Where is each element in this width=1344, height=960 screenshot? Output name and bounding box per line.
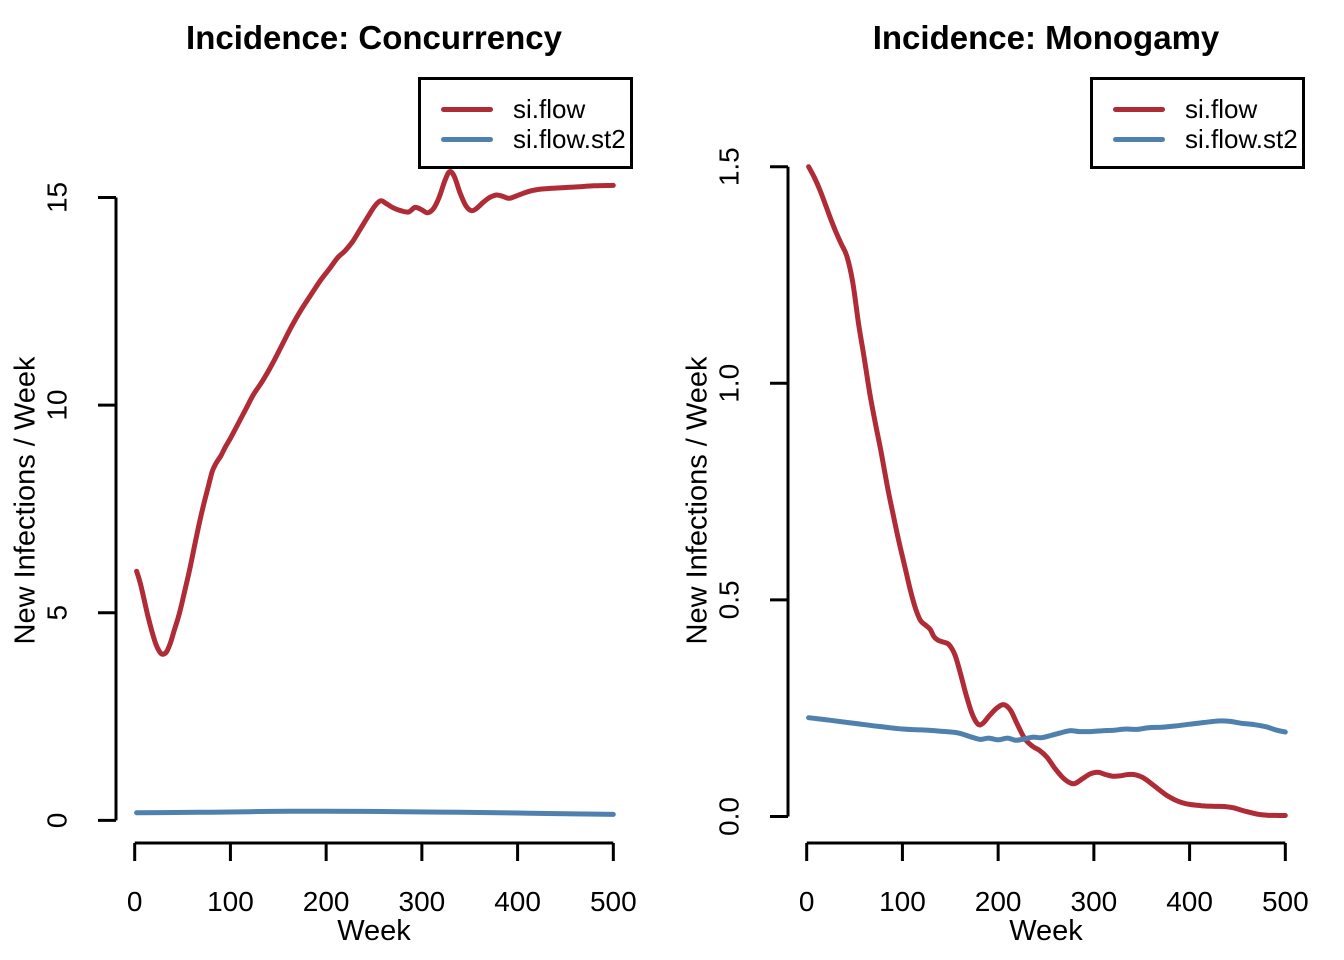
y-tick-label: 15 xyxy=(42,182,73,213)
x-tick-label: 200 xyxy=(303,886,350,917)
legend-label-si-flow-st2: si.flow.st2 xyxy=(513,124,626,154)
x-tick-label: 500 xyxy=(590,886,637,917)
panel-concurrency: 0 5 10 15 0 100 200 300 400 500 Incidence: Concur… xyxy=(9,19,637,947)
x-axis-title: Week xyxy=(337,914,411,947)
y-tick-label: 0 xyxy=(42,813,73,829)
plot-area-concurrency: 0 5 10 15 0 100 200 300 400 500 xyxy=(42,169,637,917)
page-title: Incidence: Concurrency xyxy=(186,19,562,56)
series-curve-si-flow-st2 xyxy=(134,808,616,817)
si-flow-line-sample-icon xyxy=(441,106,493,112)
y-tick-label: 0.0 xyxy=(714,797,745,836)
x-tick-label: 100 xyxy=(879,886,926,917)
page-title: Incidence: Monogamy xyxy=(872,19,1220,56)
legend-label-si-flow: si.flow xyxy=(513,94,586,124)
x-tick-label: 100 xyxy=(207,886,254,917)
legend: si.flow si.flow.st2 xyxy=(418,77,633,169)
si-flow-st2-line-sample-icon xyxy=(441,136,493,142)
plot-area-monogamy: 0.0 0.5 1.0 1.5 0 100 200 300 400 500 xyxy=(714,147,1309,917)
series-curve-si-flow xyxy=(806,164,1288,818)
x-tick-label: 300 xyxy=(1071,886,1118,917)
legend-label-si-flow: si.flow xyxy=(1185,94,1258,124)
legend-item-si-flow: si.flow xyxy=(421,94,630,124)
y-tick-label: 1.0 xyxy=(714,364,745,403)
si-flow-st2-line-sample-icon xyxy=(1113,136,1165,142)
x-tick-label: 0 xyxy=(127,886,143,917)
x-tick-label: 400 xyxy=(1166,886,1213,917)
x-tick-label: 300 xyxy=(399,886,446,917)
panel-monogamy: 0.0 0.5 1.0 1.5 0 100 200 300 400 500 Incidence: … xyxy=(672,0,1344,960)
legend-item-si-flow: si.flow xyxy=(1093,94,1302,124)
x-tick-label: 0 xyxy=(799,886,815,917)
y-axis-title: New Infections / Week xyxy=(9,356,42,644)
y-tick-label: 0.5 xyxy=(714,580,745,619)
series-curve-si-flow xyxy=(134,169,616,657)
legend-item-si-flow-st2: si.flow.st2 xyxy=(1093,124,1302,154)
y-tick-label: 5 xyxy=(42,605,73,621)
y-axis-title: New Infections / Week xyxy=(681,356,714,644)
x-tick-label: 200 xyxy=(975,886,1022,917)
series-curve-si-flow-st2 xyxy=(806,715,1288,743)
legend: si.flow si.flow.st2 xyxy=(1090,77,1305,169)
x-tick-label: 500 xyxy=(1262,886,1309,917)
y-tick-label: 1.5 xyxy=(714,147,745,186)
x-axis-title: Week xyxy=(1009,914,1083,947)
si-flow-line-sample-icon xyxy=(1113,106,1165,112)
legend-item-si-flow-st2: si.flow.st2 xyxy=(421,124,630,154)
y-tick-label: 10 xyxy=(42,390,73,421)
x-tick-label: 400 xyxy=(494,886,541,917)
legend-label-si-flow-st2: si.flow.st2 xyxy=(1185,124,1298,154)
